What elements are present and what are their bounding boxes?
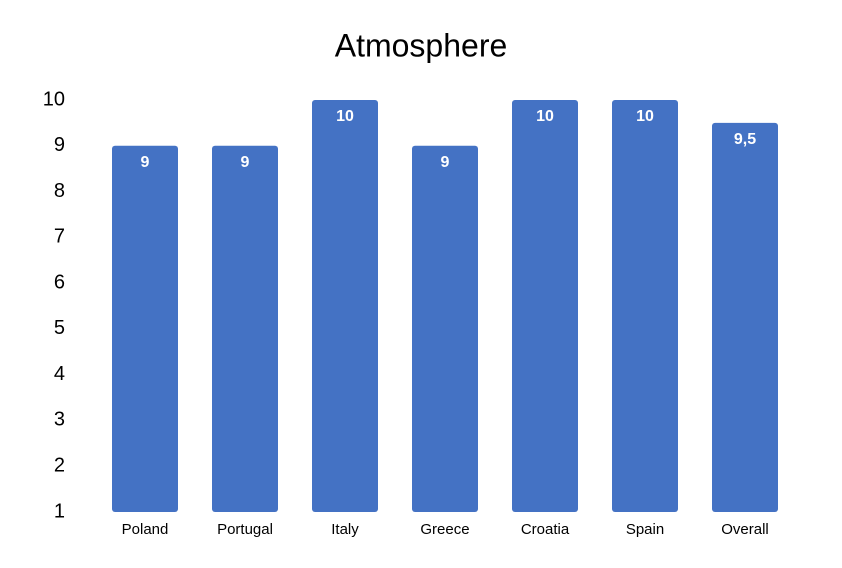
- y-tick-label: 7: [54, 226, 65, 248]
- x-tick-label: Portugal: [217, 521, 273, 538]
- y-tick-label: 9: [54, 134, 65, 156]
- bar: [512, 100, 578, 512]
- y-tick-label: 6: [54, 271, 65, 293]
- y-tick-label: 5: [54, 317, 65, 339]
- x-tick-label: Italy: [331, 521, 359, 538]
- bar: [612, 100, 678, 512]
- x-tick-label: Spain: [626, 521, 664, 538]
- bar: [412, 145, 478, 512]
- data-label: 9,5: [734, 131, 756, 148]
- bar: [712, 122, 778, 512]
- y-tick-label: 1: [54, 500, 65, 522]
- data-label: 10: [636, 108, 654, 125]
- chart-title: Atmosphere: [335, 27, 508, 63]
- y-tick-label: 8: [54, 180, 65, 202]
- data-label: 9: [141, 154, 150, 171]
- data-label: 9: [241, 154, 250, 171]
- y-tick-label: 4: [54, 363, 65, 385]
- data-label: 9: [441, 154, 450, 171]
- data-label: 10: [336, 108, 354, 125]
- x-tick-label: Poland: [122, 521, 169, 538]
- y-tick-label: 10: [43, 88, 65, 110]
- bar: [212, 145, 278, 512]
- y-tick-label: 2: [54, 455, 65, 477]
- x-tick-label: Greece: [420, 521, 469, 538]
- x-tick-label: Overall: [721, 521, 769, 538]
- bar: [312, 100, 378, 512]
- bar: [112, 145, 178, 512]
- x-tick-label: Croatia: [521, 521, 570, 538]
- y-tick-label: 3: [54, 409, 65, 431]
- data-label: 10: [536, 108, 554, 125]
